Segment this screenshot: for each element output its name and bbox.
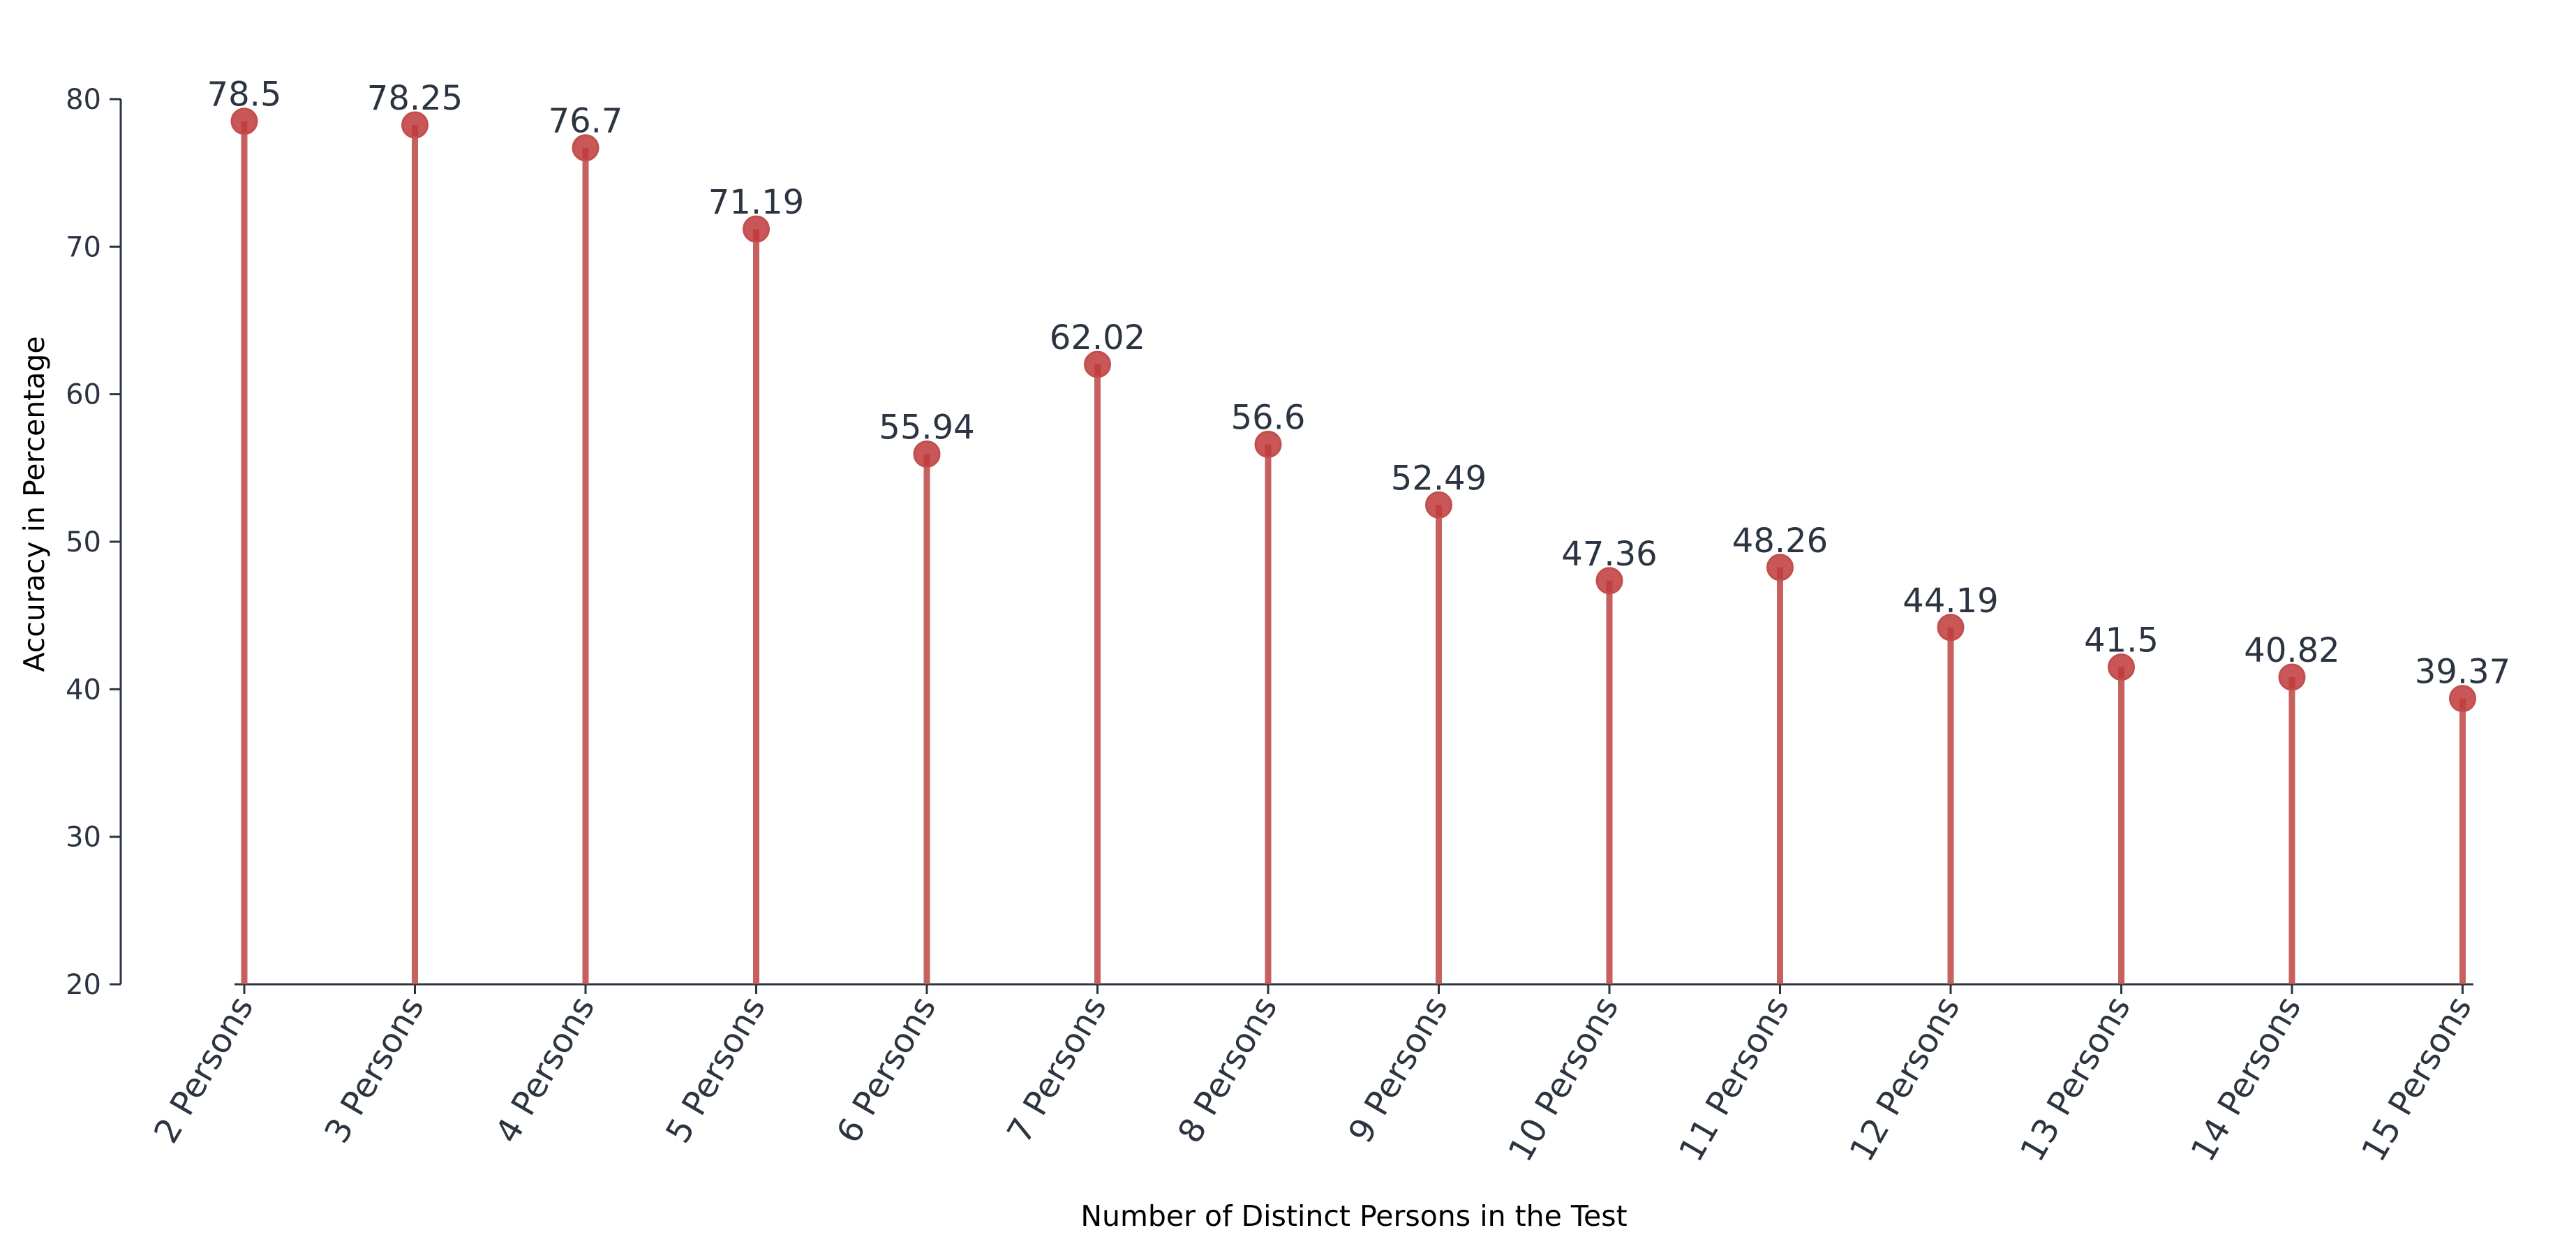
lollipop-marker <box>572 134 600 162</box>
data-label: 71.19 <box>708 183 804 222</box>
x-tick-label: 9 Persons <box>1341 990 1456 1150</box>
lollipop-marker <box>2278 663 2306 691</box>
lollipop-marker <box>1766 554 1794 582</box>
lollipop-marker <box>743 215 770 243</box>
x-tick-label: 8 Persons <box>1170 990 1286 1150</box>
data-labels: 78.5 78.25 76.7 71.19 55.94 62.02 56.6 52.49 47.… <box>207 75 2511 692</box>
y-tick-label: 60 <box>66 379 101 411</box>
y-tick-label: 30 <box>66 822 101 854</box>
lollipop-marker <box>1595 567 1623 595</box>
lollipop-marker <box>1084 350 1111 378</box>
x-tick-label: 11 Persons <box>1672 990 1797 1168</box>
x-tick-label: 13 Persons <box>2013 990 2138 1168</box>
lollipop-marker <box>401 111 429 139</box>
data-label: 47.36 <box>1561 535 1657 574</box>
lollipop-stems <box>241 121 2466 984</box>
data-label: 39.37 <box>2415 653 2510 692</box>
lollipop-marker <box>230 108 258 135</box>
data-label: 55.94 <box>879 408 974 447</box>
data-label: 78.5 <box>207 75 282 114</box>
data-label: 76.7 <box>549 102 623 141</box>
data-label: 41.5 <box>2084 621 2159 660</box>
y-axis-title: Accuracy in Percentage <box>17 336 51 672</box>
y-tick-label: 70 <box>66 231 101 263</box>
y-axis-ticks: 20 30 40 50 60 70 80 <box>66 84 121 1001</box>
data-label: 40.82 <box>2244 631 2339 670</box>
y-tick-label: 50 <box>66 526 101 558</box>
lollipop-markers <box>230 108 2476 713</box>
x-tick-label: 14 Persons <box>2184 990 2309 1168</box>
plot-area: 20 30 40 50 60 70 80 2 Persons 3 Persons 4 Perso… <box>66 75 2510 1169</box>
x-tick-label: 3 Persons <box>317 990 432 1150</box>
lollipop-marker <box>1254 431 1282 459</box>
x-tick-label: 7 Persons <box>999 990 1115 1150</box>
data-label: 44.19 <box>1903 582 1998 621</box>
x-tick-label: 6 Persons <box>829 990 944 1150</box>
lollipop-marker <box>2449 685 2476 713</box>
lollipop-marker <box>1937 614 1965 642</box>
x-tick-label: 15 Persons <box>2354 990 2480 1168</box>
x-tick-label: 2 Persons <box>147 990 262 1150</box>
data-label: 56.6 <box>1231 399 1306 438</box>
lollipop-marker <box>913 440 941 468</box>
x-tick-label: 4 Persons <box>488 990 603 1150</box>
data-label: 52.49 <box>1391 459 1487 498</box>
lollipop-marker <box>1425 491 1452 519</box>
y-tick-label: 40 <box>66 674 101 706</box>
x-tick-label: 5 Persons <box>658 990 773 1150</box>
x-axis-title: Number of Distinct Persons in the Test <box>1080 1199 1627 1233</box>
x-axis-ticks: 2 Persons 3 Persons 4 Persons 5 Persons 6 Pe… <box>147 984 2480 1168</box>
data-label: 78.25 <box>367 79 463 118</box>
x-tick-label: 12 Persons <box>1842 990 1968 1168</box>
data-label: 62.02 <box>1050 318 1145 357</box>
y-tick-label: 20 <box>66 969 101 1001</box>
x-tick-label: 10 Persons <box>1501 990 1627 1168</box>
y-tick-label: 80 <box>66 84 101 116</box>
data-label: 48.26 <box>1732 521 1828 561</box>
lollipop-marker <box>2108 653 2135 681</box>
